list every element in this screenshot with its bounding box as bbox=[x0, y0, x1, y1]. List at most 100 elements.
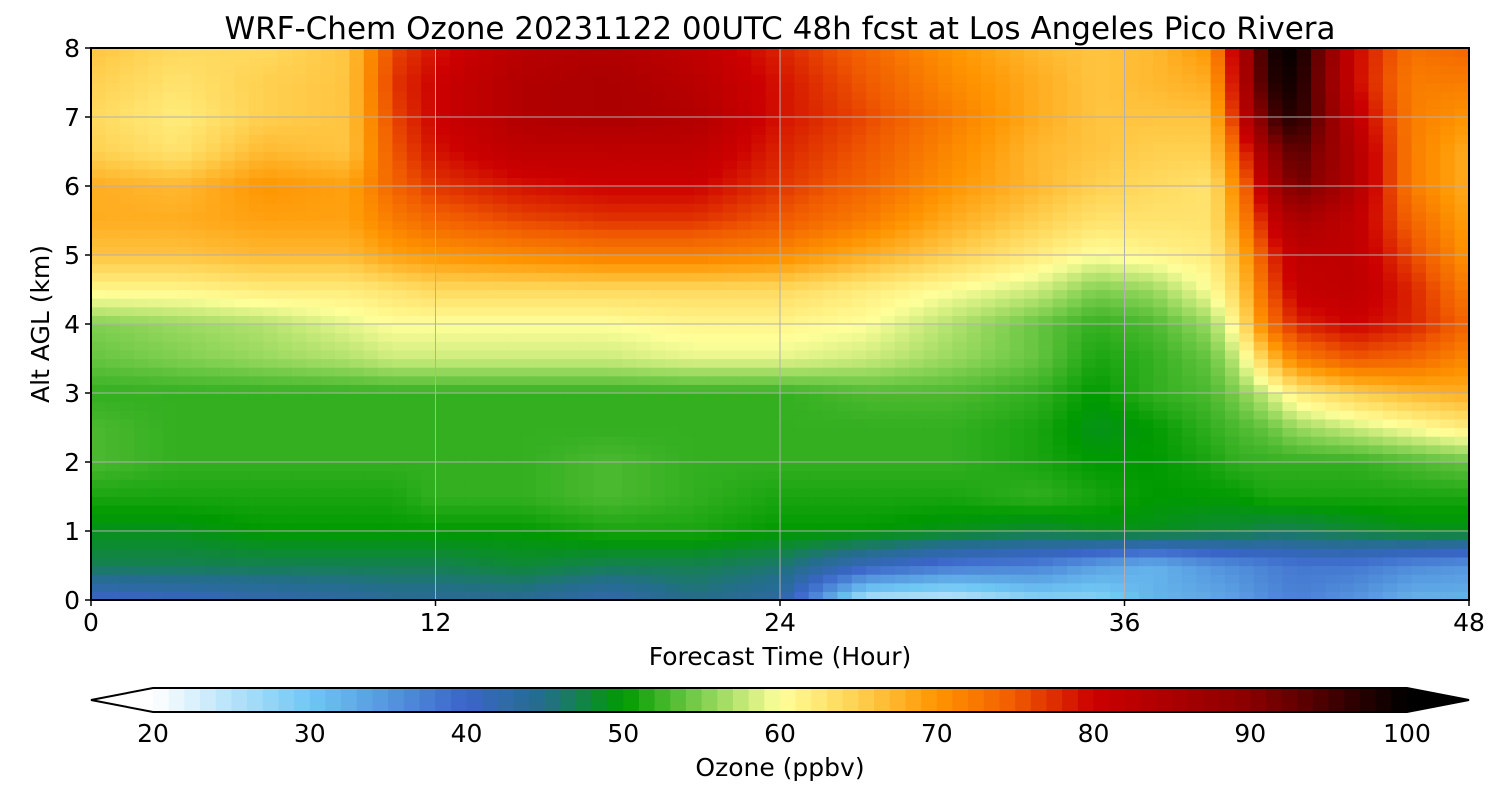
heatmap-cell bbox=[378, 384, 394, 394]
heatmap-cell bbox=[363, 203, 379, 213]
heatmap-cell bbox=[535, 306, 551, 316]
heatmap-cell bbox=[220, 436, 236, 446]
heatmap-cell bbox=[421, 289, 437, 299]
heatmap-cell bbox=[162, 263, 178, 273]
heatmap-cell bbox=[636, 186, 652, 196]
heatmap-cell bbox=[406, 194, 422, 204]
heatmap-cell bbox=[952, 349, 968, 360]
heatmap-cell bbox=[593, 375, 609, 385]
heatmap-cell bbox=[1339, 272, 1355, 282]
heatmap-cell bbox=[335, 203, 350, 213]
heatmap-cell bbox=[650, 229, 666, 239]
heatmap-cell bbox=[579, 539, 594, 549]
heatmap-cell bbox=[119, 479, 135, 489]
heatmap-cell bbox=[1138, 375, 1154, 385]
heatmap-cell bbox=[550, 237, 566, 247]
heatmap-cell bbox=[909, 289, 925, 299]
heatmap-cell bbox=[1224, 531, 1240, 541]
heatmap-cell bbox=[1411, 306, 1427, 316]
heatmap-cell bbox=[1282, 246, 1298, 256]
heatmap-cell bbox=[780, 324, 795, 334]
heatmap-cell bbox=[205, 168, 221, 178]
heatmap-cell bbox=[1268, 289, 1283, 299]
heatmap-cell bbox=[622, 177, 638, 187]
heatmap-cell bbox=[1009, 237, 1025, 247]
heatmap-cell bbox=[1224, 462, 1240, 472]
heatmap-cell bbox=[406, 427, 422, 437]
heatmap-cell bbox=[1224, 565, 1240, 575]
heatmap-cell bbox=[736, 479, 752, 489]
heatmap-cell bbox=[1124, 444, 1140, 454]
heatmap-cell bbox=[1210, 332, 1226, 342]
heatmap-cell bbox=[564, 375, 580, 385]
heatmap-cell bbox=[1368, 375, 1384, 385]
heatmap-cell bbox=[162, 410, 178, 420]
heatmap-cell bbox=[449, 332, 465, 342]
heatmap-cell bbox=[851, 522, 867, 532]
heatmap-cell bbox=[1009, 470, 1025, 480]
heatmap-cell bbox=[1296, 418, 1312, 429]
heatmap-cell bbox=[1454, 531, 1469, 541]
heatmap-cell bbox=[937, 160, 953, 170]
heatmap-cell bbox=[134, 237, 150, 247]
heatmap-cell bbox=[780, 556, 795, 567]
heatmap-cell bbox=[966, 289, 982, 299]
heatmap-cell bbox=[1095, 168, 1111, 178]
heatmap-cell bbox=[1210, 186, 1226, 196]
heatmap-cell bbox=[349, 513, 365, 523]
heatmap-cell bbox=[593, 496, 609, 506]
heatmap-cell bbox=[1095, 513, 1111, 523]
heatmap-cell bbox=[722, 531, 738, 541]
heatmap-cell bbox=[205, 591, 221, 600]
heatmap-cell bbox=[363, 453, 379, 463]
heatmap-cell bbox=[248, 393, 264, 403]
heatmap-cell bbox=[866, 574, 882, 584]
heatmap-cell bbox=[119, 522, 135, 532]
heatmap-cell bbox=[708, 418, 724, 429]
heatmap-cell bbox=[579, 280, 594, 291]
heatmap-cell bbox=[837, 375, 853, 385]
heatmap-cell bbox=[923, 341, 939, 351]
heatmap-cell bbox=[435, 393, 451, 403]
heatmap-cell bbox=[593, 263, 609, 273]
heatmap-cell bbox=[406, 418, 422, 429]
heatmap-cell bbox=[823, 151, 839, 161]
heatmap-cell bbox=[1095, 582, 1111, 592]
heatmap-cell bbox=[1138, 168, 1154, 178]
heatmap-cell bbox=[636, 410, 652, 420]
heatmap-cell bbox=[550, 427, 566, 437]
heatmap-cell bbox=[220, 582, 236, 592]
heatmap-cell bbox=[277, 289, 293, 299]
heatmap-cell bbox=[105, 211, 121, 222]
heatmap-cell bbox=[995, 160, 1011, 170]
heatmap-cell bbox=[1339, 427, 1355, 437]
heatmap-cell bbox=[1268, 280, 1283, 291]
heatmap-cell bbox=[105, 177, 121, 187]
heatmap-cell bbox=[1110, 453, 1126, 463]
heatmap-cell bbox=[406, 548, 422, 558]
heatmap-cell bbox=[1210, 237, 1226, 247]
heatmap-cell bbox=[679, 401, 695, 411]
heatmap-cell bbox=[1454, 453, 1469, 463]
heatmap-cell bbox=[291, 151, 307, 161]
heatmap-cell bbox=[177, 496, 193, 506]
heatmap-cell bbox=[320, 418, 336, 429]
heatmap-cell bbox=[162, 574, 178, 584]
heatmap-cell bbox=[464, 496, 480, 506]
heatmap-cell bbox=[751, 237, 767, 247]
heatmap-cell bbox=[1282, 280, 1298, 291]
heatmap-cell bbox=[1454, 298, 1469, 308]
heatmap-cell bbox=[1210, 367, 1226, 377]
heatmap-cell bbox=[363, 401, 379, 411]
heatmap-cell bbox=[507, 384, 523, 394]
heatmap-cell bbox=[995, 384, 1011, 394]
heatmap-cell bbox=[909, 591, 925, 600]
heatmap-cell bbox=[1224, 427, 1240, 437]
heatmap-cell bbox=[1382, 324, 1398, 334]
heatmap-cell bbox=[1440, 211, 1456, 222]
heatmap-cell bbox=[105, 203, 121, 213]
heatmap-cell bbox=[91, 375, 106, 385]
heatmap-cell bbox=[751, 556, 767, 567]
heatmap-cell bbox=[177, 375, 193, 385]
heatmap-cell bbox=[392, 496, 408, 506]
